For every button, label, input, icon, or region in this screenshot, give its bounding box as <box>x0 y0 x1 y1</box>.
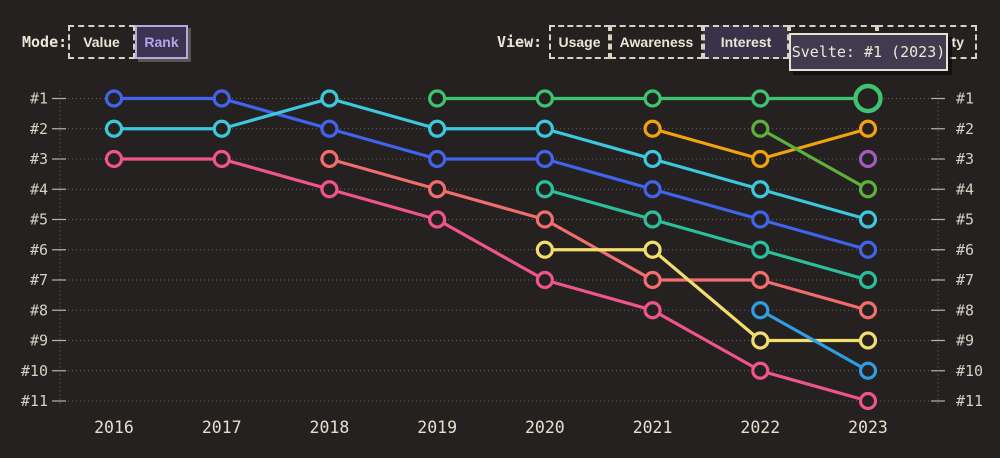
data-point[interactable] <box>428 180 447 199</box>
left-rank-label: #4 <box>30 180 48 198</box>
right-rank-label: #4 <box>956 180 974 198</box>
data-point[interactable] <box>751 331 770 350</box>
right-rank-label: #10 <box>956 362 983 380</box>
data-point[interactable] <box>858 240 878 259</box>
year-label: 2018 <box>310 418 350 437</box>
data-point[interactable] <box>104 149 124 169</box>
view-interest-button[interactable]: Interest <box>703 25 789 59</box>
data-point[interactable] <box>858 301 878 320</box>
right-rank-label: #1 <box>956 90 974 108</box>
data-point[interactable] <box>535 240 554 259</box>
royal-blue-series-line <box>112 96 870 252</box>
year-label: 2017 <box>202 418 242 437</box>
right-rank-label: #8 <box>956 301 974 319</box>
data-point[interactable] <box>320 180 339 199</box>
data-point[interactable] <box>535 119 554 138</box>
data-point[interactable] <box>212 119 231 138</box>
data-point[interactable] <box>428 89 447 108</box>
data-point[interactable] <box>858 331 878 350</box>
data-point[interactable] <box>320 89 339 108</box>
left-rank-label: #11 <box>21 392 48 410</box>
left-rank-label: #8 <box>30 301 48 319</box>
right-rank-label: #11 <box>956 392 983 410</box>
data-point[interactable] <box>643 119 662 138</box>
data-point[interactable] <box>751 149 770 169</box>
cyan-series-line <box>112 96 870 222</box>
data-point[interactable] <box>643 240 662 259</box>
mode-label: Mode: <box>22 33 68 51</box>
data-point[interactable] <box>751 119 770 138</box>
left-rank-label: #10 <box>21 362 48 380</box>
year-label: 2020 <box>525 418 565 437</box>
data-point[interactable] <box>751 89 770 108</box>
data-point[interactable] <box>535 89 554 108</box>
view-usage-button[interactable]: Usage <box>549 25 610 59</box>
highlighted-data-point[interactable] <box>853 83 883 114</box>
data-point[interactable] <box>643 301 662 320</box>
data-point[interactable] <box>104 89 124 108</box>
year-label: 2023 <box>848 418 888 437</box>
data-point[interactable] <box>751 180 770 199</box>
data-point[interactable] <box>751 301 770 320</box>
data-point[interactable] <box>320 119 339 138</box>
data-point[interactable] <box>858 149 878 169</box>
left-rank-label: #6 <box>30 241 48 259</box>
left-rank-label: #5 <box>30 211 48 229</box>
left-rank-label: #2 <box>30 120 48 138</box>
chart-tooltip: Svelte: #1 (2023) <box>789 33 948 71</box>
year-label: 2019 <box>417 418 457 437</box>
right-rank-label: #5 <box>956 211 974 229</box>
data-point[interactable] <box>858 180 878 199</box>
data-point[interactable] <box>858 119 878 138</box>
salmon-series-line <box>327 157 870 312</box>
year-label: 2022 <box>740 418 780 437</box>
data-point[interactable] <box>751 361 770 380</box>
data-point[interactable] <box>751 240 770 259</box>
mode-rank-button[interactable]: Rank <box>135 25 188 59</box>
right-rank-label: #6 <box>956 241 974 259</box>
data-point[interactable] <box>535 270 554 290</box>
mode-value-button[interactable]: Value <box>68 25 135 59</box>
data-point[interactable] <box>858 361 878 380</box>
data-point[interactable] <box>428 149 447 169</box>
data-point[interactable] <box>751 270 770 290</box>
data-point[interactable] <box>320 149 339 169</box>
left-rank-label: #7 <box>30 271 48 289</box>
data-point[interactable] <box>535 210 554 229</box>
right-rank-label: #9 <box>956 332 974 350</box>
right-rank-label: #7 <box>956 271 974 289</box>
left-rank-label: #3 <box>30 150 48 168</box>
data-point[interactable] <box>858 210 878 229</box>
data-point[interactable] <box>643 270 662 290</box>
data-point[interactable] <box>643 180 662 199</box>
right-rank-label: #2 <box>956 120 974 138</box>
year-label: 2016 <box>94 418 134 437</box>
data-point[interactable] <box>535 180 554 199</box>
right-rank-label: #3 <box>956 150 974 168</box>
view-label: View: <box>497 33 543 51</box>
data-point[interactable] <box>428 119 447 138</box>
pink-series-line <box>112 157 870 403</box>
left-rank-label: #9 <box>30 332 48 350</box>
view-awareness-button[interactable]: Awareness <box>610 25 703 59</box>
year-label: 2021 <box>633 418 673 437</box>
data-point[interactable] <box>212 89 231 108</box>
data-point[interactable] <box>751 210 770 229</box>
data-point[interactable] <box>858 391 878 411</box>
data-point[interactable] <box>212 149 231 169</box>
data-point[interactable] <box>643 210 662 229</box>
data-point[interactable] <box>858 270 878 290</box>
olive-green-series-line <box>758 127 870 191</box>
teal-series-line <box>543 187 870 282</box>
data-point[interactable] <box>643 89 662 108</box>
data-point[interactable] <box>428 210 447 229</box>
left-rank-label: #1 <box>30 90 48 108</box>
data-point[interactable] <box>643 149 662 169</box>
data-point[interactable] <box>104 119 124 138</box>
light-blue-series-line <box>758 308 870 373</box>
data-point[interactable] <box>535 149 554 169</box>
